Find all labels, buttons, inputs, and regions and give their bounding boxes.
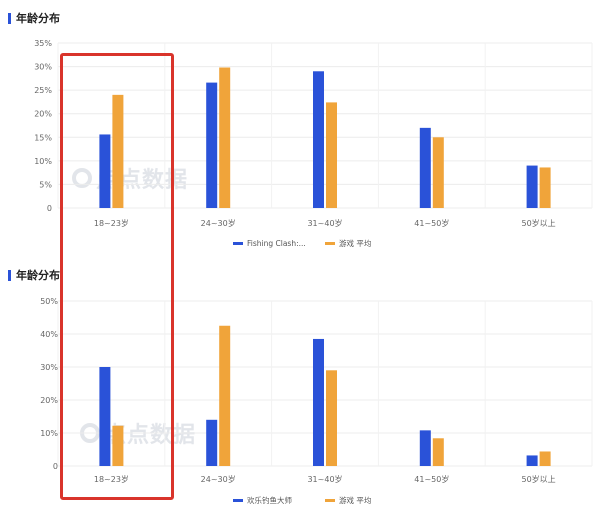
chart-1-ytick-label: 35% [34,39,52,48]
title-accent-bar [8,269,11,281]
chart-1-category-label: 24~30岁 [201,218,236,228]
chart-2-category-label: 24~30岁 [201,474,236,484]
chart-1-category-label: 18~23岁 [94,218,129,228]
chart-1-bar-series1 [99,134,111,208]
chart-1-ytick-label: 5% [39,180,52,189]
chart-2-bar-series2 [219,325,231,466]
chart-2-ytick-label: 20% [40,396,58,405]
chart-2-ytick-label: 10% [40,429,58,438]
chart-2-title: 年龄分布 [8,267,60,283]
chart-2-bar-series1 [526,455,538,466]
chart-1-title: 年龄分布 [8,10,60,26]
chart-1-legend-swatch [325,242,335,245]
chart-1-bar-series1 [419,127,431,208]
chart-1-ytick-label: 15% [34,133,52,142]
chart-2-bar-series1 [419,430,431,466]
chart-2-legend-label: 游戏 平均 [339,495,371,505]
chart-2-title-text: 年龄分布 [16,269,60,282]
chart-1-title-text: 年龄分布 [16,12,60,25]
chart-1-bar-series2 [112,94,124,208]
chart-2-legend-label: 欢乐钓鱼大师 [247,495,292,505]
chart-1-ytick-label: 25% [34,86,52,95]
chart-1-bar-series1 [313,71,324,209]
chart-1-bar-series2 [539,167,551,208]
chart-2-category-label: 31~40岁 [307,474,342,484]
chart-2-bar-series2 [432,438,444,466]
chart-1-ytick-label: 10% [34,157,52,166]
chart-1-bar-series2 [326,102,337,208]
highlight-annotation-box [60,53,174,500]
chart-1-category-label: 31~40岁 [307,218,342,228]
chart-1-ytick-label: 20% [34,110,52,119]
chart-2-ytick-label: 0 [53,462,58,471]
chart-2-bar-series2 [326,370,337,466]
chart-2-bar-series2 [539,451,551,466]
chart-1-legend-label: Fishing Clash:... [247,239,306,248]
chart-2-ytick-label: 30% [40,363,58,372]
chart-2-legend-swatch [325,499,335,502]
chart-2-ytick-label: 50% [40,297,58,306]
chart-1-bar-series2 [432,137,444,208]
chart-1-ytick-label: 30% [34,63,52,72]
chart-2-category-label: 50岁以上 [522,474,556,484]
chart-2-ytick-label: 40% [40,330,58,339]
chart-2-bar-series1 [206,419,218,466]
chart-1-bar-series1 [206,82,218,208]
chart-2-bar-series1 [99,367,111,466]
chart-1-category-label: 41~50岁 [414,218,449,228]
chart-2-category-label: 18~23岁 [94,474,129,484]
chart-1-legend-swatch [233,242,243,245]
chart-1-bar-series1 [526,165,538,208]
chart-1-legend-label: 游戏 平均 [339,238,371,248]
chart-1-ytick-label: 0 [47,204,52,213]
chart-1-bar-series2 [219,67,231,208]
chart-2-bar-series1 [313,338,324,466]
watermark-logo-icon [72,168,92,188]
chart-2-bar-series2 [112,425,124,466]
chart-2-legend-swatch [233,499,243,502]
title-accent-bar [8,12,11,24]
chart-2-category-label: 41~50岁 [414,474,449,484]
chart-1-category-label: 50岁以上 [522,218,556,228]
